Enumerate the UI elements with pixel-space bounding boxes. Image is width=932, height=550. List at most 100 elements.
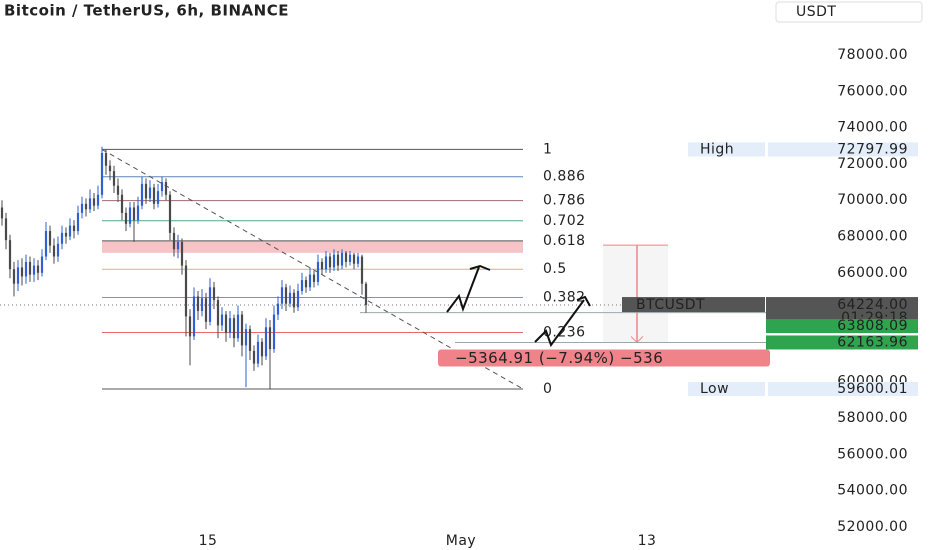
candle-body [204, 298, 208, 322]
price-scale: 52000.0054000.0056000.0058000.0060000.00… [688, 0, 932, 550]
candle-body [200, 298, 204, 311]
candle-body [88, 198, 92, 210]
candle-body [104, 153, 108, 166]
candle-body [248, 329, 252, 351]
candle-body [344, 252, 348, 262]
candle-body [268, 327, 272, 350]
fib-label: 0.702 [543, 213, 586, 229]
last-price: 64224.00 [837, 297, 908, 313]
hl-label-bg [688, 142, 765, 157]
measure-label: −5364.91 (−7.94%) −536 [455, 349, 663, 367]
arrow-head [469, 264, 491, 271]
currency[interactable]: USDT [796, 4, 836, 20]
candle-body [232, 318, 236, 339]
y-tick-label: 72000.00 [837, 156, 908, 172]
candle-body [276, 303, 280, 315]
candle-body [140, 183, 144, 206]
candle-body [300, 280, 304, 291]
candle-body [60, 232, 64, 244]
candle-body [324, 256, 328, 270]
candle-body [316, 261, 320, 282]
fib-label: 1 [543, 141, 552, 157]
candle-body [168, 194, 172, 233]
currency-box[interactable] [775, 1, 923, 23]
candle-body [284, 287, 288, 304]
candle-body [356, 256, 360, 264]
candle-body [52, 245, 56, 257]
candle-body [224, 314, 228, 333]
candle-body [308, 274, 312, 288]
candle-body [304, 280, 308, 288]
candle-body [124, 212, 128, 224]
candle-body [156, 191, 160, 204]
candle-body [192, 296, 196, 337]
price-line-tag-bg [766, 319, 918, 334]
candle-body [332, 254, 336, 268]
candle-body [176, 241, 180, 250]
y-tick-label: 56000.00 [837, 446, 908, 462]
fib-label: 0.382 [543, 289, 586, 305]
plot-area: 1 0.886 0.786 0.702 0.618 0.5 0.382 0.236 0 −5364… [0, 141, 770, 549]
candle-body [72, 225, 76, 232]
candle-body [68, 225, 72, 237]
candle-body [244, 329, 248, 346]
price-line-tag: 62163.96 [837, 334, 908, 350]
candle-body [84, 203, 88, 210]
candle-body [16, 267, 20, 284]
candle-body [216, 300, 220, 326]
candle-body [328, 256, 332, 268]
y-tick-label: 68000.00 [837, 229, 908, 245]
candle-body [96, 194, 100, 206]
hl-label-bg [688, 382, 765, 397]
candle-body [148, 187, 152, 199]
hl-value: 59600.01 [837, 381, 908, 397]
candle-body [196, 296, 200, 311]
sketch-arrow [534, 299, 585, 348]
candle-body [144, 183, 148, 199]
fib-zone [102, 240, 523, 253]
candle-body [184, 265, 188, 317]
price-line-tag-bg [766, 335, 918, 350]
y-tick-label: 58000.00 [837, 410, 908, 426]
candle-body [36, 265, 40, 273]
candle-body [252, 350, 256, 364]
candle-body [320, 261, 324, 270]
symbol-tag-bg [622, 297, 765, 313]
chart-title: Bitcoin / TetherUS, 6h, BINANCE [4, 2, 289, 20]
y-tick-label: 76000.00 [837, 83, 908, 99]
x-tick-label: 15 [199, 533, 218, 549]
candle-body [4, 218, 8, 241]
y-tick-label: 54000.00 [837, 483, 908, 499]
sketch-arrows [446, 264, 591, 348]
candle-body [160, 182, 164, 192]
price-scale-bg [770, 0, 932, 550]
y-tick-label: 66000.00 [837, 265, 908, 281]
y-tick-label: 78000.00 [837, 47, 908, 63]
candle-body [0, 207, 4, 219]
candle-body [220, 314, 224, 326]
fib-label: 0.236 [543, 324, 586, 340]
measure-label-bg [438, 349, 770, 367]
candle-body [312, 274, 316, 282]
candle-body [240, 314, 244, 346]
candle-body [20, 267, 24, 277]
candle-body [236, 314, 240, 339]
candle-body [172, 232, 176, 250]
fib-label: 0.5 [543, 261, 567, 277]
hl-label: Low [700, 381, 729, 397]
fib-label: 0.886 [543, 169, 586, 185]
candle-body [152, 187, 156, 204]
candle-body [188, 316, 192, 337]
candle-body [340, 252, 344, 266]
hl-label: High [700, 141, 734, 157]
candle-body [132, 207, 136, 221]
candle-body [116, 185, 120, 195]
x-tick-label: 13 [638, 533, 657, 549]
x-tick-label: May [446, 533, 476, 549]
symbol-tag: BTCUSDT [636, 297, 705, 313]
candle-body [164, 182, 168, 195]
candle-body [348, 254, 352, 262]
candle-body [208, 287, 212, 322]
candle-body [100, 153, 104, 195]
candle-body [76, 212, 80, 232]
